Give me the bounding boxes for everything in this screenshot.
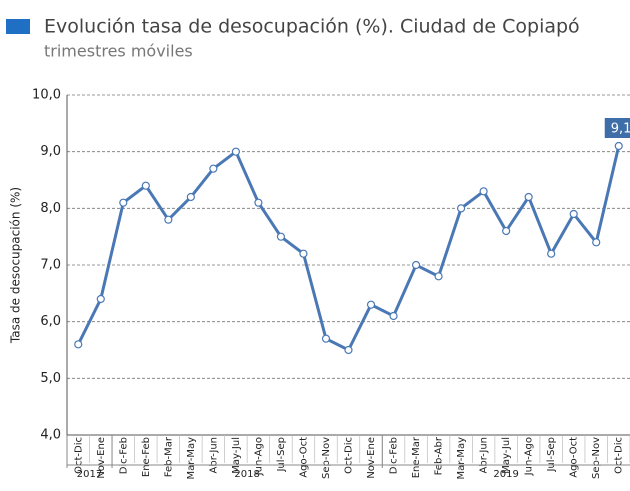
x-tick-label: Nov-Ene [96, 437, 107, 479]
point [74, 340, 83, 349]
y-tick-label: 9,0 [40, 144, 61, 159]
line [76, 145, 621, 353]
point [231, 147, 240, 156]
x-tick-label: Jul-Sep [546, 437, 557, 473]
y-tick-label: 5,0 [40, 371, 61, 386]
y-tick-label: 7,0 [40, 258, 61, 273]
group-label: 2017 [77, 469, 102, 480]
x-tick-label: Ene-Feb [141, 437, 152, 477]
point [502, 226, 511, 236]
y-tick-label: 6,0 [40, 314, 61, 329]
point [96, 294, 105, 304]
point [434, 272, 443, 281]
x-tick-label: Ago-Oct [298, 437, 309, 478]
x-tick-label: Abr-Jun [208, 437, 219, 473]
x-tick-label: May-Jul [501, 437, 512, 474]
point [411, 260, 421, 270]
y-axis-label: Tasa de desocupación (%) [9, 187, 23, 344]
x-tick-label: Jun-Ago [253, 437, 264, 476]
point [457, 204, 466, 213]
x-tick-label: Mar-May [186, 437, 197, 480]
point [254, 198, 263, 207]
point [344, 345, 353, 355]
x-tick-label: Abr-Jun [479, 437, 490, 473]
point [547, 249, 556, 258]
point [299, 249, 308, 258]
x-tick-label: Sep-Nov [591, 437, 602, 479]
title-marker [6, 19, 30, 34]
point [209, 164, 218, 173]
x-tick-label: Jul-Sep [276, 437, 287, 473]
x-tick-label: Oct-Dic [614, 437, 625, 474]
y-tick-label: 10,0 [32, 88, 61, 103]
chart-title: Evolución tasa de desocupación (%). Ciud… [44, 16, 580, 38]
point [389, 311, 398, 321]
y-tick-label: 4,0 [40, 428, 61, 443]
x-tick-label: Sep-Nov [321, 437, 332, 479]
point [119, 198, 128, 207]
x-tick-label: Jun-Ago [524, 437, 535, 476]
x-tick-label: Mar-May [456, 437, 467, 480]
group-label: 2018 [234, 469, 259, 480]
x-tick-label: Dic-Feb [389, 437, 400, 474]
point [614, 141, 623, 151]
x-tick-label: Feb-Mar [163, 436, 174, 477]
value-label: 9,1 [611, 122, 630, 137]
point [592, 238, 601, 247]
point [366, 300, 376, 309]
point [321, 334, 331, 343]
x-tick-label: Ago-Oct [569, 437, 580, 478]
x-tick-label: Ene-Mar [411, 436, 422, 478]
y-tick-label: 8,0 [40, 201, 61, 216]
point [524, 192, 533, 202]
point [164, 215, 173, 224]
x-tick-label: Oct-Dic [344, 437, 355, 474]
point [479, 187, 488, 196]
group-label: 2019 [493, 469, 518, 480]
x-tick-label: May-Jul [231, 437, 242, 474]
x-tick-label: Dic-Feb [118, 437, 129, 474]
x-tick-label: Nov-Ene [366, 437, 377, 479]
chart-subtitle: trimestres móviles [44, 42, 193, 61]
point [141, 181, 150, 190]
value-label-box [604, 118, 630, 138]
point [276, 232, 286, 241]
x-tick-label: Feb-Abr [434, 436, 445, 475]
x-tick-label: Oct-Dic [73, 437, 84, 474]
point [186, 192, 195, 202]
point [569, 209, 578, 219]
